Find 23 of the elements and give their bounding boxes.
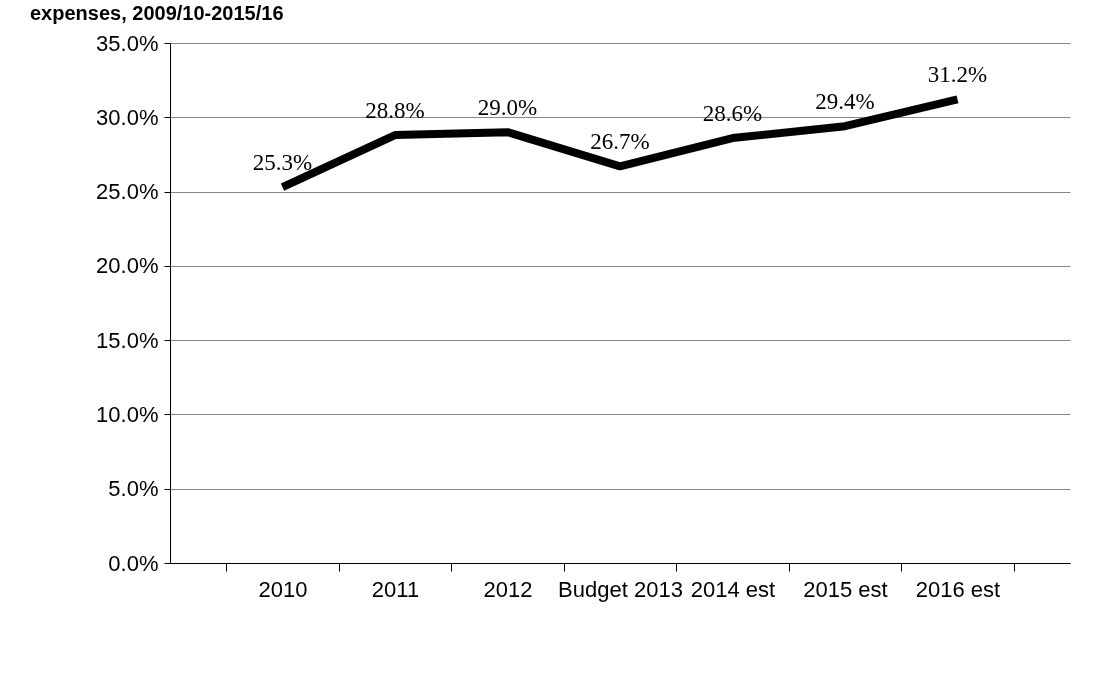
text: 28.8%	[365, 98, 425, 124]
text: 29.0%	[477, 95, 538, 121]
x-tick-label: 2016 est	[915, 576, 1001, 602]
x-tick-label: Budget 2013	[558, 576, 683, 602]
y-tick-label: 25.0%	[96, 179, 159, 205]
y-tick-label: 30.0%	[96, 104, 159, 130]
text: 25.3%	[252, 150, 313, 176]
text: 29.4%	[815, 89, 875, 115]
y-tick-label: 0.0%	[108, 550, 159, 576]
text: 28.6%	[702, 101, 763, 127]
text: 26.7%	[590, 129, 650, 155]
chart-title: expenses, 2009/10-2015/16	[30, 2, 284, 24]
y-tick-label: 35.0%	[96, 30, 159, 56]
text: 31.2%	[927, 62, 988, 88]
x-tick-label: 2010	[258, 576, 308, 602]
x-tick-label: 2012	[483, 576, 533, 602]
x-tick-label: 2011	[371, 576, 420, 602]
y-tick-label: 10.0%	[96, 401, 159, 427]
y-tick-label: 15.0%	[96, 327, 159, 353]
y-tick-label: 5.0%	[108, 476, 159, 502]
y-tick-label: 20.0%	[96, 253, 159, 279]
x-tick-label: 2014 est	[690, 576, 776, 602]
x-tick-label: 2015 est	[803, 576, 888, 602]
